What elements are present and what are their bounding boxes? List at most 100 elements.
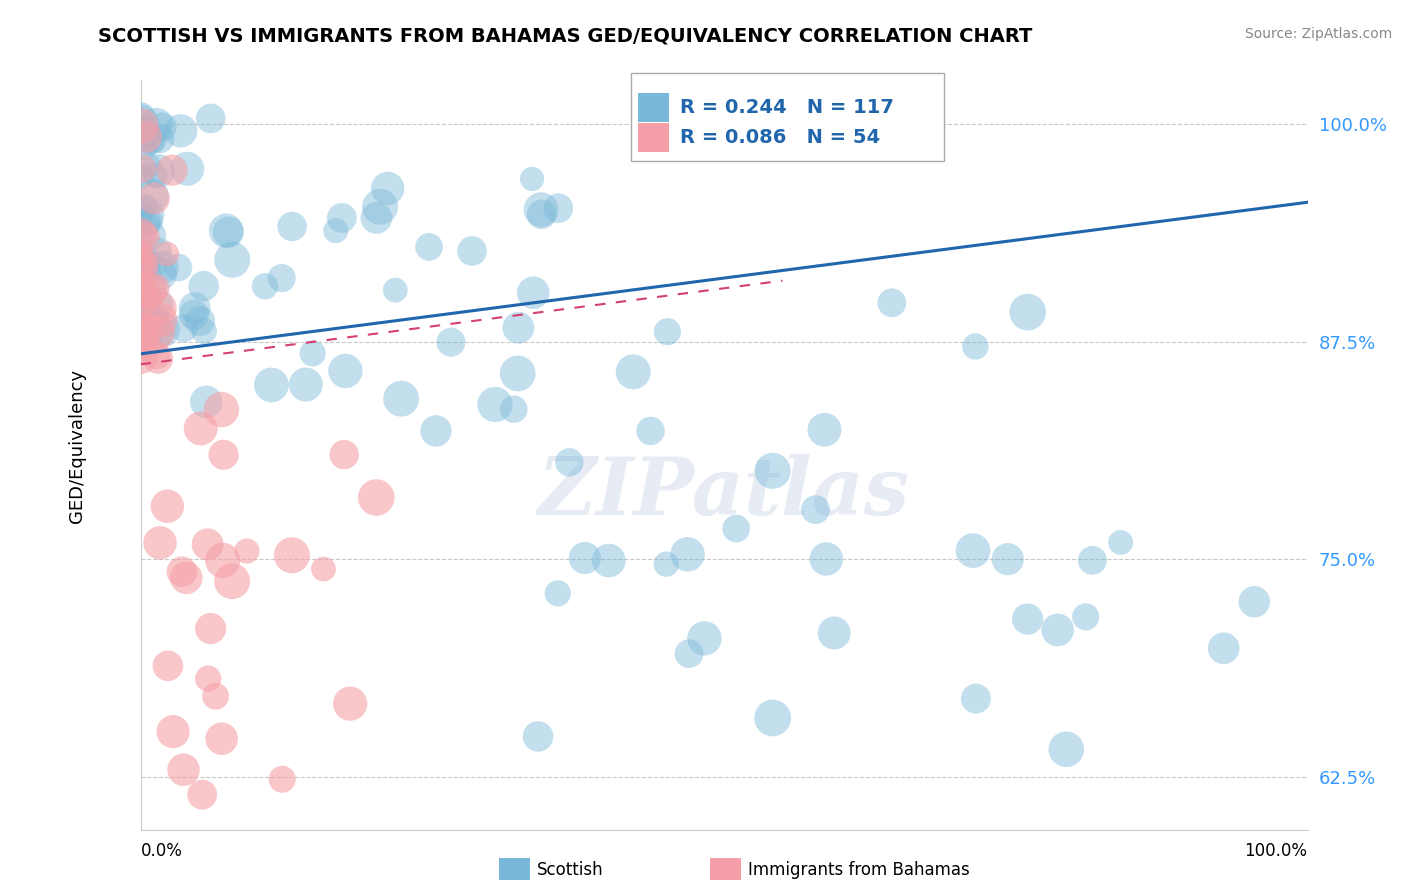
Point [145,348,167,362]
Point [143,281,166,295]
Point [134,231,156,245]
Point [131,122,153,136]
Point [520,172,543,186]
Point [129,253,152,268]
Point [132,321,155,335]
Point [281,219,304,234]
Text: ZIPatlas: ZIPatlas [538,454,910,531]
Point [141,228,163,243]
Point [574,551,596,566]
Text: R = 0.086   N = 54: R = 0.086 N = 54 [681,128,880,147]
Point [143,169,166,183]
Point [281,548,304,562]
Point [880,295,903,310]
Point [389,392,412,406]
Point [1081,553,1104,567]
Point [129,345,152,359]
Point [145,326,167,341]
Point [270,271,292,285]
Point [148,301,170,316]
Point [146,117,169,131]
Point [221,574,243,588]
Point [129,115,152,129]
Point [384,283,406,297]
Point [657,325,679,339]
Point [174,571,197,585]
Point [965,691,987,706]
Point [190,421,212,435]
Point [138,322,160,336]
Point [173,763,195,777]
Point [131,280,153,294]
Point [173,321,195,335]
Point [167,260,190,275]
Point [138,214,160,228]
Point [129,285,152,300]
Point [1017,612,1039,626]
Point [211,553,233,567]
Point [640,424,662,438]
Text: GED/Equivalency: GED/Equivalency [69,369,86,523]
Point [148,312,170,326]
Point [146,351,169,366]
Point [598,553,620,567]
Point [212,448,235,462]
Point [209,402,232,417]
Point [294,377,316,392]
Point [136,334,159,348]
Text: R = 0.244   N = 117: R = 0.244 N = 117 [681,98,894,117]
Point [150,267,173,281]
Point [1017,305,1039,319]
Point [176,161,198,176]
Point [1109,535,1132,549]
Point [191,788,214,802]
Point [150,323,173,337]
Text: Scottish: Scottish [537,861,603,879]
Point [156,500,179,514]
Point [170,124,193,138]
Point [149,536,172,550]
Point [522,285,544,300]
Point [131,136,153,150]
Point [142,258,165,272]
Point [200,622,222,636]
Point [301,346,323,360]
Point [135,251,157,265]
Point [129,227,152,241]
Point [547,586,569,600]
Point [693,632,716,646]
Point [129,256,152,270]
Point [131,257,153,271]
Point [129,325,152,339]
Point [193,324,215,338]
Point [162,724,184,739]
Text: SCOTTISH VS IMMIGRANTS FROM BAHAMAS GED/EQUIVALENCY CORRELATION CHART: SCOTTISH VS IMMIGRANTS FROM BAHAMAS GED/… [98,27,1033,45]
Point [339,697,361,711]
Point [377,181,399,195]
Point [132,326,155,341]
Point [131,245,153,260]
Point [425,424,447,438]
Point [138,309,160,323]
Point [965,339,987,353]
Point [997,552,1019,566]
Point [217,225,239,239]
Point [558,455,581,469]
Point [676,547,699,561]
Point [129,231,152,245]
Point [330,211,353,225]
Point [197,672,219,686]
Point [418,240,440,254]
Point [150,120,173,134]
Point [1074,610,1097,624]
Point [484,397,506,411]
Point [253,279,276,293]
Point [160,163,183,178]
Point [131,161,153,176]
Point [132,260,155,275]
Point [325,224,347,238]
Point [236,544,259,558]
Point [333,448,356,462]
Point [132,131,155,145]
Point [335,364,357,378]
